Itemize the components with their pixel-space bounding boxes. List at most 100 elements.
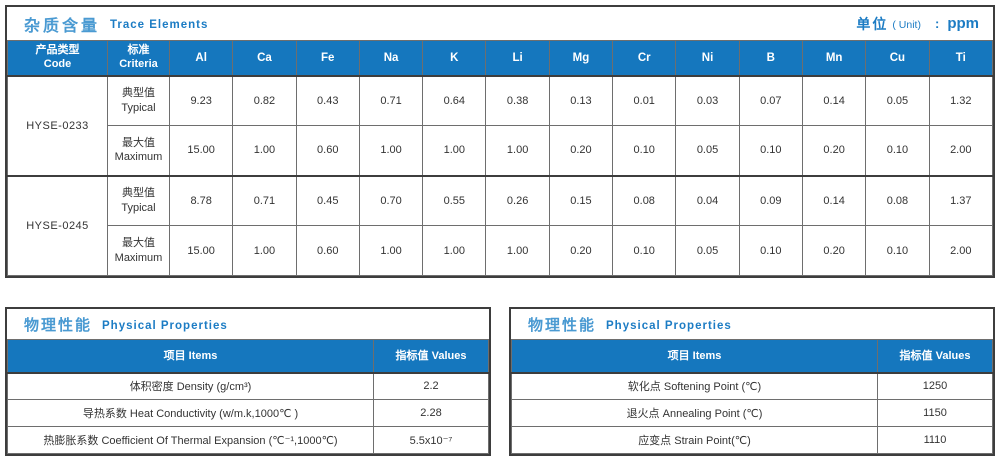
value-cell: 15.00 — [168, 125, 234, 176]
criteria-cell: 最大值 Maximum — [107, 225, 170, 276]
value-cell: 0.14 — [801, 75, 867, 126]
value-cell: 0.13 — [548, 75, 614, 126]
physical-panel-left: 物理性能 Physical Properties 项目 Items 指标值 Va… — [5, 307, 491, 456]
value-cell: 0.14 — [801, 174, 867, 226]
col-header-ni: Ni — [675, 40, 740, 77]
col-header-code-zh: 产品类型 — [35, 44, 80, 56]
value-cell: 0.45 — [295, 174, 360, 226]
criteria-label-zh: 典型值 — [122, 87, 155, 100]
value-cell: 1.00 — [232, 125, 297, 176]
value-cell: 15.00 — [168, 225, 234, 276]
table-row-0233-typical: HYSE-0233 典型值 Typical 9.23 0.82 0.43 0.7… — [7, 75, 994, 176]
property-item: 热膨胀系数 Coefficient Of Thermal Expansion (… — [7, 426, 374, 454]
unit-colon: : — [934, 16, 940, 31]
col-header-k: K — [422, 40, 487, 77]
criteria-label-zh: 最大值 — [122, 237, 155, 250]
property-item: 应变点 Strain Point(℃) — [511, 426, 878, 454]
value-cell: 1.00 — [358, 225, 424, 276]
value-cell: 0.04 — [675, 174, 740, 226]
table-row-strain-point: 应变点 Strain Point(℃) 1110 — [511, 426, 993, 454]
value-cell: 0.55 — [422, 174, 487, 226]
value-cell: 0.10 — [738, 225, 803, 276]
col-header-cu: Cu — [865, 40, 930, 77]
value-cell: 9.23 — [168, 75, 234, 126]
table-row-0245-typical: HYSE-0245 典型值 Typical 8.78 0.71 0.45 0.7… — [7, 174, 994, 276]
table-row-annealing-point: 退火点 Annealing Point (℃) 1150 — [511, 399, 993, 427]
col-header-code-en: Code — [43, 57, 72, 70]
table-row-softening-point: 软化点 Softening Point (℃) 1250 — [511, 372, 993, 400]
col-header-na: Na — [358, 40, 424, 77]
col-header-mn: Mn — [801, 40, 867, 77]
value-cell: 2.00 — [928, 225, 994, 276]
criteria-cell: 典型值 Typical — [107, 75, 170, 126]
col-header-items-en: Items — [188, 349, 218, 362]
col-header-values-zh: 指标值 — [395, 349, 429, 362]
col-header-code: 产品类型 Code — [7, 40, 108, 77]
col-header-al: Al — [168, 40, 234, 77]
value-cell: 0.20 — [801, 225, 867, 276]
table-row-density: 体积密度 Density (g/cm³) 2.2 — [7, 372, 489, 400]
trace-title-zh: 杂质含量 — [24, 17, 101, 35]
property-item: 导热系数 Heat Conductivity (w/m.k,1000℃ ) — [7, 399, 374, 427]
col-header-cr: Cr — [612, 40, 677, 77]
physical-right-title-en: Physical Properties — [606, 319, 732, 332]
trace-header-row: 产品类型 Code 标准 Criteria Al Ca Fe Na K Li M… — [7, 40, 994, 77]
property-value: 1250 — [877, 372, 993, 400]
physical-left-header-row: 项目 Items 指标值 Values — [7, 339, 489, 374]
physical-left-table: 项目 Items 指标值 Values 体积密度 Density (g/cm³)… — [7, 339, 489, 454]
value-cell: 0.10 — [612, 225, 677, 276]
value-cell: 0.05 — [675, 125, 740, 176]
value-cell: 0.10 — [865, 125, 930, 176]
col-header-fe: Fe — [295, 40, 360, 77]
col-header-values-zh: 指标值 — [899, 349, 933, 362]
value-cell: 0.26 — [485, 174, 550, 226]
value-cell: 0.60 — [295, 125, 360, 176]
physical-right-table: 项目 Items 指标值 Values 软化点 Softening Point … — [511, 339, 993, 454]
criteria-label-en: Maximum — [114, 151, 163, 164]
value-cell: 0.43 — [295, 75, 360, 126]
product-code-0233: HYSE-0233 — [7, 75, 108, 176]
criteria-label-en: Typical — [121, 101, 156, 114]
value-cell: 1.37 — [928, 174, 994, 226]
col-header-b: B — [738, 40, 803, 77]
col-header-mg: Mg — [548, 40, 614, 77]
value-cell: 1.00 — [485, 125, 550, 176]
col-header-ti: Ti — [928, 40, 994, 77]
value-cell: 0.15 — [548, 174, 614, 226]
property-value: 2.28 — [373, 399, 489, 427]
table-row-0233-maximum: 最大值 Maximum 15.00 1.00 0.60 1.00 1.00 1.… — [8, 125, 994, 176]
property-value: 1110 — [877, 426, 993, 454]
value-cell: 1.00 — [422, 225, 487, 276]
value-cell: 0.08 — [612, 174, 677, 226]
value-cell: 1.00 — [422, 125, 487, 176]
col-header-items: 项目 Items — [511, 339, 878, 374]
table-row-thermal-expansion: 热膨胀系数 Coefficient Of Thermal Expansion (… — [7, 426, 489, 454]
trace-title-en: Trace Elements — [110, 19, 209, 31]
col-header-criteria-zh: 标准 — [127, 44, 150, 56]
trace-elements-table: 产品类型 Code 标准 Criteria Al Ca Fe Na K Li M… — [7, 40, 994, 276]
col-header-values-en: Values — [431, 349, 467, 362]
physical-left-title-en: Physical Properties — [102, 319, 228, 332]
value-cell: 0.20 — [548, 225, 614, 276]
value-cell: 0.71 — [358, 75, 424, 126]
col-header-items: 项目 Items — [7, 339, 374, 374]
col-header-items-zh: 项目 — [667, 349, 690, 362]
value-cell: 0.64 — [422, 75, 487, 126]
value-cell: 0.10 — [738, 125, 803, 176]
physical-left-titlebar: 物理性能 Physical Properties — [7, 309, 489, 339]
value-cell: 0.08 — [865, 174, 930, 226]
value-cell: 1.00 — [358, 125, 424, 176]
value-cell: 0.20 — [801, 125, 867, 176]
value-cell: 0.05 — [675, 225, 740, 276]
value-cell: 1.00 — [232, 225, 297, 276]
property-value: 5.5x10⁻⁷ — [373, 426, 489, 454]
criteria-label-zh: 典型值 — [122, 187, 155, 200]
value-cell: 1.32 — [928, 75, 994, 126]
value-cell: 1.00 — [485, 225, 550, 276]
value-cell: 0.20 — [548, 125, 614, 176]
col-header-values: 指标值 Values — [373, 339, 489, 374]
value-cell: 0.07 — [738, 75, 803, 126]
value-cell: 0.82 — [232, 75, 297, 126]
property-item: 体积密度 Density (g/cm³) — [7, 372, 374, 400]
col-header-items-en: Items — [692, 349, 722, 362]
